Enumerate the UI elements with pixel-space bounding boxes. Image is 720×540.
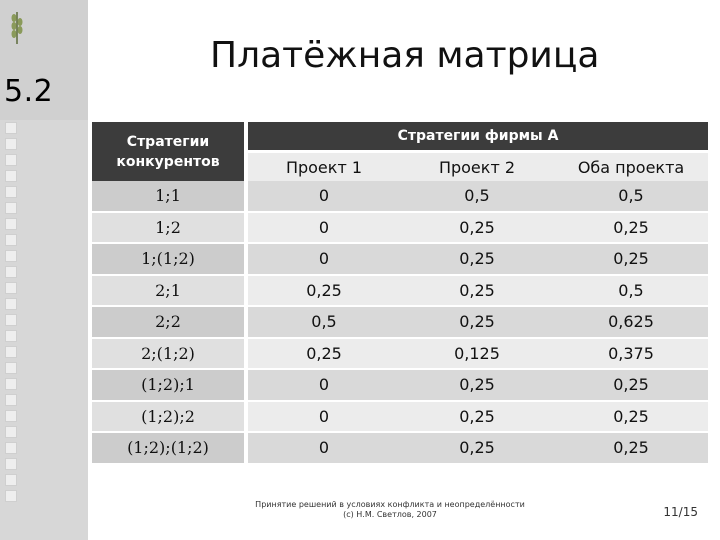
payoff-matrix-table: Стратегии конкурентов Стратегии фирмы А …	[92, 122, 709, 465]
table-row: 1;(1;2) 0 0,25 0,25	[92, 243, 709, 276]
table-cell: 0,25	[554, 369, 709, 402]
table-cell: 0,25	[554, 432, 709, 465]
table-cell: 0	[246, 211, 400, 244]
slide-title: Платёжная матрица	[210, 35, 600, 76]
row-label: (1;2);2	[92, 400, 248, 433]
table-row: (1;2);(1;2) 0 0,25 0,25	[92, 432, 709, 465]
table-cell: 0,5	[554, 181, 709, 213]
corner-header: Стратегии конкурентов	[92, 122, 248, 181]
row-label: (1;2);1	[92, 369, 248, 402]
row-label: 1;2	[92, 211, 248, 244]
footer: Принятие решений в условиях конфликта и …	[240, 500, 540, 520]
firm-strategies-header: Стратегии фирмы А	[246, 122, 709, 153]
table-cell: 0,25	[554, 211, 709, 244]
table-cell: 0	[246, 432, 400, 465]
row-label: 1;(1;2)	[92, 243, 248, 276]
column-header: Проект 2	[400, 151, 554, 181]
decorative-square-column	[5, 122, 19, 506]
row-label: 2;2	[92, 306, 248, 339]
table-cell: 0,125	[400, 337, 554, 370]
table-cell: 0,5	[554, 274, 709, 307]
table-cell: 0,5	[246, 306, 400, 339]
row-label: 2;(1;2)	[92, 337, 248, 370]
table-cell: 0	[246, 243, 400, 276]
table-cell: 0,25	[554, 400, 709, 433]
corner-header-line1: Стратегии	[126, 133, 210, 150]
table-cell: 0,25	[400, 432, 554, 465]
table-cell: 0	[246, 400, 400, 433]
section-number: 5.2	[4, 74, 54, 109]
table-cell: 0,375	[554, 337, 709, 370]
table-row: 1;2 0 0,25 0,25	[92, 211, 709, 244]
table-row: 2;(1;2) 0,25 0,125 0,375	[92, 337, 709, 370]
table-cell: 0,25	[246, 337, 400, 370]
table-row: (1;2);2 0 0,25 0,25	[92, 400, 709, 433]
table-row: 2;2 0,5 0,25 0,625	[92, 306, 709, 339]
table-cell: 0,25	[400, 400, 554, 433]
table-cell: 0,5	[400, 181, 554, 213]
footer-line2: (с) Н.М. Светлов, 2007	[343, 510, 437, 519]
row-label: (1;2);(1;2)	[92, 432, 248, 465]
row-label: 2;1	[92, 274, 248, 307]
table-row: (1;2);1 0 0,25 0,25	[92, 369, 709, 402]
table-cell: 0,25	[400, 274, 554, 307]
corner-header-line2: конкурентов	[116, 153, 220, 170]
footer-line1: Принятие решений в условиях конфликта и …	[255, 500, 525, 509]
sidebar: 5.2	[0, 0, 88, 540]
table-cell: 0,625	[554, 306, 709, 339]
table-cell: 0,25	[554, 243, 709, 276]
table-row: 2;1 0,25 0,25 0,5	[92, 274, 709, 307]
column-header: Проект 1	[246, 151, 400, 181]
page-number: 11/15	[663, 505, 698, 519]
wheat-logo-icon	[11, 12, 23, 44]
table-row: 1;1 0 0,5 0,5	[92, 181, 709, 213]
table-cell: 0,25	[400, 369, 554, 402]
table-cell: 0	[246, 181, 400, 213]
row-label: 1;1	[92, 181, 248, 213]
table-cell: 0,25	[400, 306, 554, 339]
table-cell: 0,25	[400, 211, 554, 244]
table-cell: 0	[246, 369, 400, 402]
table-cell: 0,25	[246, 274, 400, 307]
column-header: Оба проекта	[554, 151, 709, 181]
table-cell: 0,25	[400, 243, 554, 276]
